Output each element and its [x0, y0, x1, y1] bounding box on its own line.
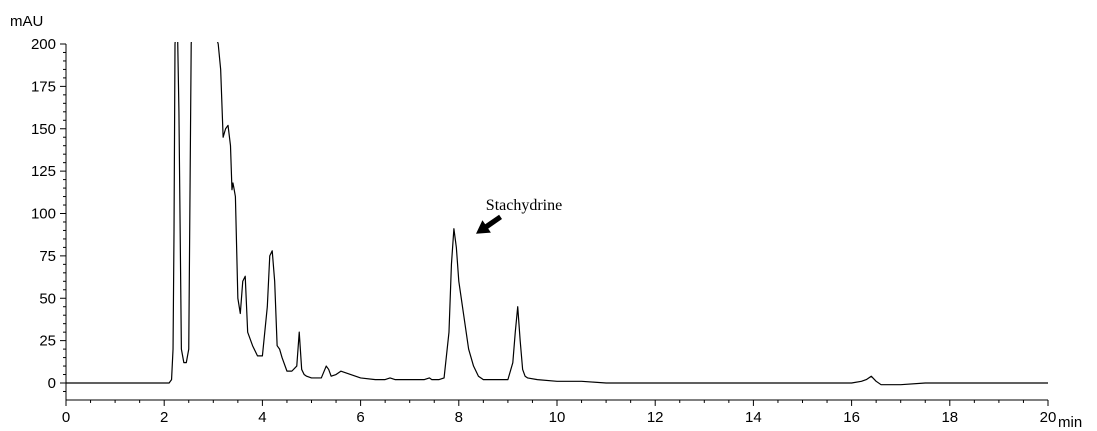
y-axis-unit-label: mAU — [10, 13, 43, 30]
y-tick-label: 150 — [31, 121, 56, 138]
chromatogram-trace — [66, 42, 1048, 386]
annotations: Stachydrine — [476, 197, 562, 234]
y-tick-label: 25 — [39, 333, 56, 350]
series-layer — [66, 42, 1048, 386]
y-tick-label: 50 — [39, 290, 56, 307]
peak-annotation-label: Stachydrine — [486, 197, 562, 214]
x-tick-label: 10 — [549, 409, 566, 426]
x-tick-label: 2 — [160, 409, 168, 426]
x-tick-label: 12 — [647, 409, 664, 426]
x-tick-label: 6 — [356, 409, 364, 426]
x-tick-label: 20 — [1040, 409, 1057, 426]
x-tick-label: 8 — [455, 409, 463, 426]
x-tick-label: 18 — [941, 409, 958, 426]
x-axis-unit-label: min — [1058, 414, 1082, 431]
x-tick-label: 4 — [258, 409, 266, 426]
annotation-arrow — [476, 214, 502, 234]
y-tick-label: 100 — [31, 206, 56, 223]
x-tick-label: 0 — [62, 409, 70, 426]
y-tick-label: 0 — [48, 375, 56, 392]
y-tick-label: 125 — [31, 163, 56, 180]
axes — [65, 44, 1048, 401]
x-tick-label: 14 — [745, 409, 762, 426]
x-tick-label: 16 — [843, 409, 860, 426]
y-tick-label: 175 — [31, 78, 56, 95]
y-tick-label: 75 — [39, 248, 56, 265]
y-tick-label: 200 — [31, 36, 56, 53]
